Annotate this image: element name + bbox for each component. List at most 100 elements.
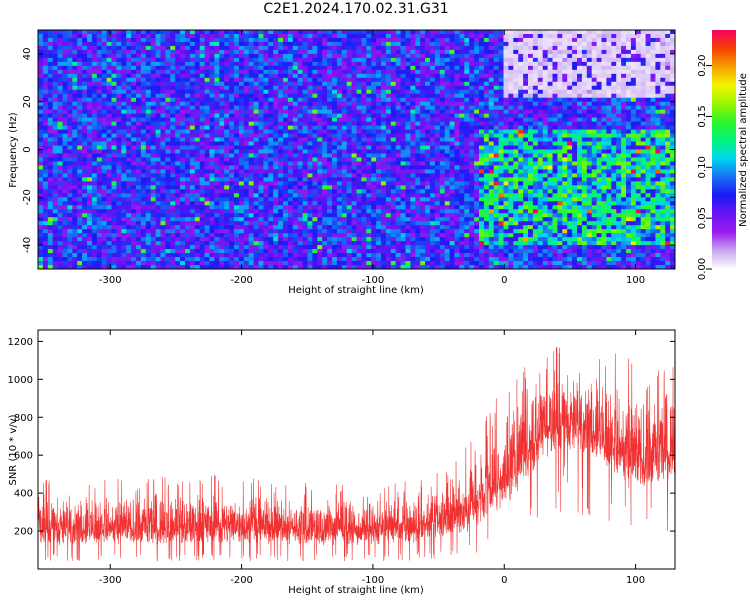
heat-cell [454,117,460,123]
heat-cell [361,30,367,35]
heat-cell [131,173,137,178]
heat-cell [258,161,264,166]
heat-cell [665,149,671,154]
heat-cell [302,41,308,47]
heat-cell [503,169,509,174]
heat-cell [72,37,78,43]
heat-cell [366,117,372,123]
heat-cell [67,165,73,170]
heat-cell [47,137,54,142]
heat-cell [243,149,250,154]
heat-cell [351,65,357,71]
heat-cell [577,129,583,134]
heat-cell [366,145,372,150]
heat-cell [317,97,323,103]
heat-cell [528,77,534,83]
heat-cell [341,65,348,71]
heat-cell [572,33,578,39]
heat-cell [327,101,333,107]
heat-cell [52,125,58,130]
heat-cell [307,77,313,83]
heat-cell [410,57,416,63]
heat-cell [371,93,377,99]
heat-cell [150,81,156,87]
heat-cell [307,177,313,182]
heat-cell [552,105,558,111]
heat-cell [160,181,166,186]
heat-cell [547,149,553,154]
heat-cell [189,181,196,186]
heat-cell [145,53,152,59]
heat-cell [420,89,426,95]
heat-cell [361,177,367,182]
heat-cell [307,165,313,170]
heat-cell [317,73,323,79]
heat-cell [268,165,274,170]
heat-cell [136,53,142,59]
heat-cell [591,73,597,79]
heat-cell [62,165,68,170]
heat-cell [626,161,632,166]
heat-cell [469,113,475,119]
heat-cell [185,53,191,59]
heat-cell [640,109,646,115]
heat-cell [297,85,303,91]
heat-cell [479,165,485,170]
heat-cell [243,41,250,47]
heat-cell [332,85,338,91]
heat-cell [385,81,392,87]
heat-cell [479,105,485,111]
heat-cell [52,37,58,43]
heat-cell [577,169,583,174]
heat-cell [91,181,98,186]
heat-cell [655,61,661,67]
heat-cell [532,157,539,162]
heat-cell [273,137,279,142]
heat-cell [268,53,274,59]
heat-cell [268,121,274,126]
heat-cell [111,177,117,182]
heat-cell [150,117,156,123]
heat-cell [400,161,406,166]
heat-cell [302,109,308,115]
heat-cell [150,73,156,79]
heat-cell [87,45,93,51]
heat-cell [474,73,480,79]
heat-cell [518,157,524,162]
heat-cell [523,33,529,39]
heat-cell [170,81,176,87]
heat-cell [562,97,568,103]
heat-cell [488,117,495,123]
heat-cell [263,181,269,186]
heat-cell [660,49,666,55]
heat-cell [62,97,68,103]
heat-cell [601,77,607,83]
heat-cell [111,81,117,87]
heat-cell [96,69,103,75]
heat-cell [670,37,675,43]
heat-cell [371,33,377,39]
heat-cell [498,93,504,99]
heat-cell [464,157,470,162]
heat-cell [581,53,588,59]
heat-cell [601,113,607,119]
heat-cell [346,165,352,170]
heat-cell [665,129,671,134]
heat-cell [42,85,49,91]
heat-cell [621,37,627,43]
heat-cell [508,121,514,126]
heat-cell [136,125,142,130]
heat-cell [327,149,333,154]
heat-cell [238,109,245,115]
heat-cell [263,129,269,134]
heat-cell [449,81,455,87]
heat-cell [567,97,573,103]
heat-cell [42,125,49,130]
heat-cell [385,145,392,150]
heat-cell [243,161,250,166]
heat-cell [297,41,303,47]
heat-cell [336,101,343,107]
heat-cell [67,69,73,75]
heat-cell [356,77,362,83]
heat-cell [635,169,642,174]
